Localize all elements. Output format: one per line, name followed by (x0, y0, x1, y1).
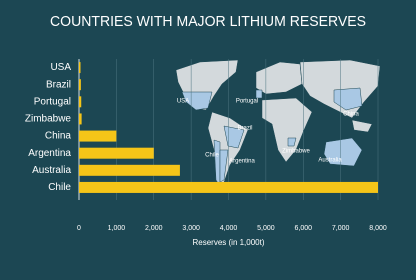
map-label: Brazil (237, 126, 252, 132)
bar (79, 62, 81, 74)
bar (79, 113, 82, 125)
bar (79, 130, 117, 142)
y-tick-label: Brazil (46, 79, 71, 90)
map-label: Zimbabwe (282, 149, 310, 155)
x-tick-label: 7,000 (332, 225, 350, 232)
y-tick-label: Argentina (28, 148, 71, 159)
x-tick-label: 1,000 (108, 225, 126, 232)
x-tick-label: 2,000 (145, 225, 163, 232)
map-label: Chile (205, 153, 219, 159)
map-label: Portugal (236, 99, 258, 105)
bar (79, 181, 378, 193)
bar (79, 79, 81, 91)
y-tick-label: Chile (48, 182, 71, 193)
y-tick-label: Zimbabwe (25, 114, 72, 125)
map-label: Argentina (229, 159, 255, 165)
x-tick-label: 8,000 (369, 225, 387, 232)
world-map (175, 59, 381, 189)
y-tick-label: USA (50, 62, 71, 73)
bar (79, 96, 82, 108)
y-tick-label: Portugal (34, 96, 71, 107)
bar (79, 147, 154, 159)
map-label: China (343, 112, 359, 118)
map-label: USA (177, 99, 189, 105)
x-tick-label: 0 (77, 225, 81, 232)
chart-title: COUNTRIES WITH MAJOR LITHIUM RESERVES (50, 13, 366, 30)
x-axis-label: Reserves (in 1,000t) (192, 238, 264, 247)
bar (79, 164, 180, 176)
x-tick-label: 6,000 (294, 225, 312, 232)
map-label: Australia (318, 158, 342, 164)
y-tick-label: China (45, 131, 72, 142)
y-tick-label: Australia (32, 165, 71, 176)
x-tick-label: 3,000 (182, 225, 200, 232)
x-tick-label: 5,000 (257, 225, 275, 232)
x-tick-label: 4,000 (220, 225, 238, 232)
